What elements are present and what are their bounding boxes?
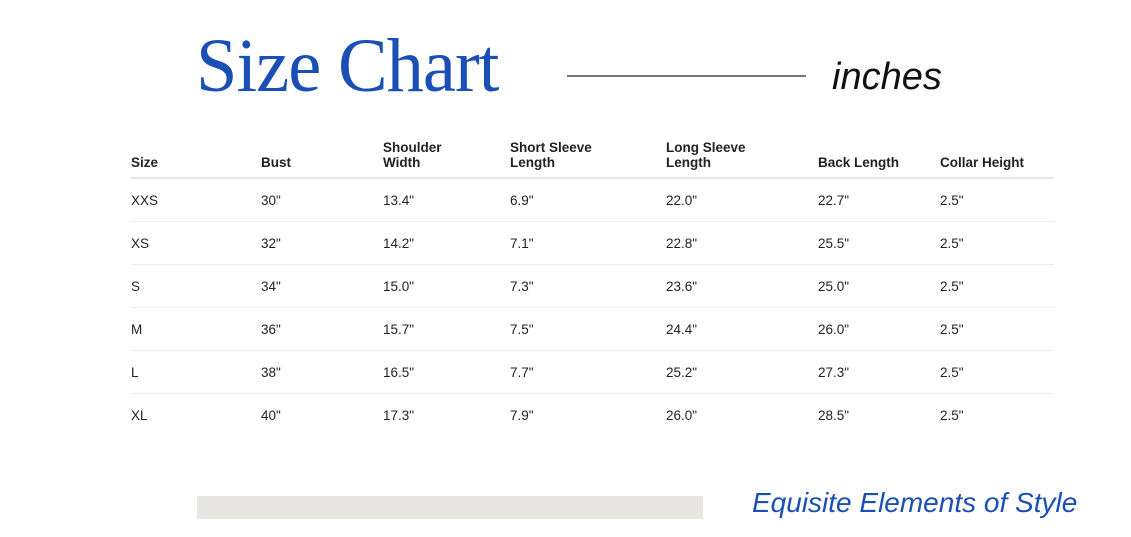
column-header: Short Sleeve Length — [510, 140, 666, 179]
table-cell: 7.3" — [510, 264, 666, 308]
table-cell: 14.2" — [383, 221, 510, 265]
table-cell: 25.2" — [666, 350, 818, 394]
table-cell: S — [131, 264, 261, 308]
unit-label: inches — [832, 56, 942, 98]
title-divider — [567, 75, 806, 77]
table-row: S 34" 15.0" 7.3" 23.6" 25.0" 2.5" — [131, 264, 1054, 308]
column-header-text: Collar Height — [940, 155, 1025, 170]
table-cell: 23.6" — [666, 264, 818, 308]
table-cell: 16.5" — [383, 350, 510, 394]
size-table: Size Bust Shoulder Width Short Sleeve Length L… — [131, 140, 1054, 436]
table-cell: 40" — [261, 407, 281, 423]
table-cell: M — [131, 307, 261, 351]
table-cell: 34" — [261, 264, 383, 308]
table-cell: 2.5" — [940, 221, 1054, 265]
table-cell: 7.5" — [510, 307, 666, 351]
table-row: M 36" 15.7" 7.5" 24.4" 26.0" 2.5" — [131, 307, 1054, 351]
table-cell: 22.8" — [666, 221, 818, 265]
column-header: Long Sleeve Length — [666, 140, 818, 179]
table-cell: 22.7" — [818, 178, 940, 222]
table-cell: 2.5" — [940, 350, 1054, 394]
table-row: L 38" 16.5" 7.7" 25.2" 27.3" 2.5" — [131, 350, 1054, 394]
table-cell: XS — [131, 221, 261, 265]
column-header: Collar Height — [940, 140, 1054, 179]
table-cell: 2.5" — [940, 307, 1054, 351]
table-cell: 38" — [261, 350, 383, 394]
table-cell: 25.0" — [818, 264, 940, 308]
table-row: XXS 30" 13.4" 6.9" 22.0" 22.7" 2.5" — [131, 178, 1054, 222]
table-cell: 2.5" — [940, 264, 1054, 308]
column-header-text: Back Length — [818, 155, 900, 170]
column-header-text: Length — [510, 155, 555, 170]
table-cell: 36" — [261, 307, 383, 351]
column-header: Back Length — [818, 140, 940, 179]
column-header-text: Long Sleeve — [666, 140, 746, 155]
table-cell: 32" — [261, 221, 383, 265]
column-header-text: Width — [383, 155, 421, 170]
table-cell: 13.4" — [383, 178, 510, 222]
table-cell: 30" — [261, 178, 383, 222]
column-header: Size — [131, 140, 261, 179]
table-cell: 7.1" — [510, 221, 666, 265]
column-header: Shoulder Width — [383, 140, 510, 179]
table-cell: 17.3" — [383, 407, 415, 423]
table-row: XL 40" 17.3" 7.9" 26.0" 28.5" 2.5" — [131, 394, 1054, 437]
table-cell: 26.0" — [818, 307, 940, 351]
table-cell: 7.7" — [510, 350, 666, 394]
table-cell: 26.0" — [666, 407, 698, 423]
table-row: XS 32" 14.2" 7.1" 22.8" 25.5" 2.5" — [131, 221, 1054, 265]
table-cell: 6.9" — [510, 178, 666, 222]
header-row: Size Bust Shoulder Width Short Sleeve Length L… — [131, 140, 1054, 179]
table-cell: 7.9" — [510, 407, 534, 423]
table-cell: 22.0" — [666, 178, 818, 222]
tagline: Equisite Elements of Style — [752, 487, 1078, 518]
column-header-text: Bust — [261, 155, 291, 170]
page-title: Size Chart — [196, 24, 500, 108]
table-cell: 28.5" — [818, 407, 850, 423]
table-cell: 15.0" — [383, 264, 510, 308]
table-cell: 24.4" — [666, 307, 818, 351]
table-cell: L — [131, 350, 261, 394]
table-cell: 15.7" — [383, 307, 510, 351]
column-header-text: Shoulder — [383, 140, 442, 155]
column-header-text: Size — [131, 155, 159, 170]
table-cell: XL — [131, 407, 148, 423]
column-header-text: Length — [666, 155, 711, 170]
column-header: Bust — [261, 140, 383, 179]
table-cell: 25.5" — [818, 221, 940, 265]
decorative-bar — [197, 496, 703, 519]
table-cell: XXS — [131, 178, 261, 222]
table-cell: 2.5" — [940, 407, 964, 423]
column-header-text: Short Sleeve — [510, 140, 592, 155]
table-cell: 2.5" — [940, 178, 1054, 222]
table-cell: 27.3" — [818, 350, 940, 394]
